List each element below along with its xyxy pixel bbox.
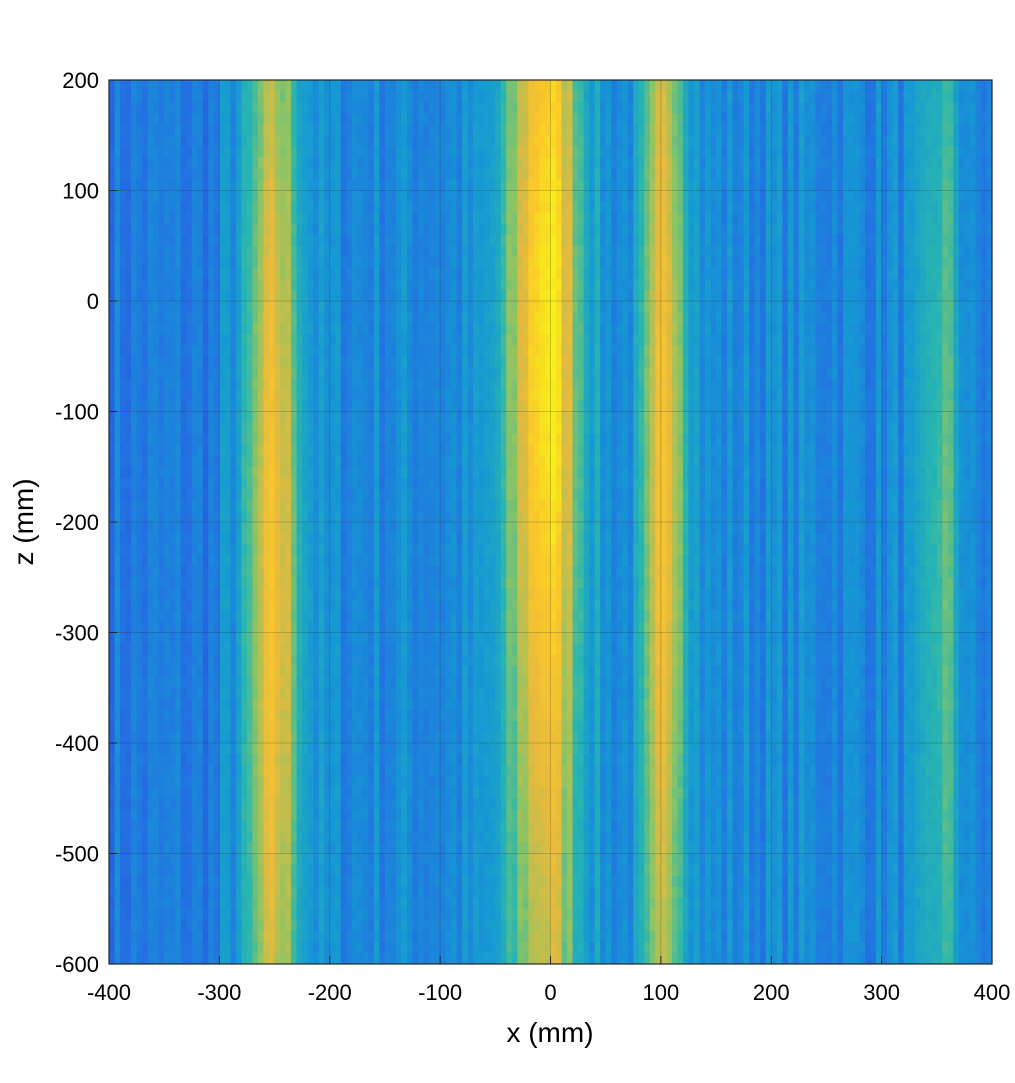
y-tick-label: 0 — [87, 289, 99, 314]
x-tick-label: 100 — [643, 980, 680, 1005]
x-tick-label: 200 — [753, 980, 790, 1005]
heatmap-cells — [109, 80, 992, 964]
x-tick-label: -300 — [197, 980, 241, 1005]
x-tick-label: -400 — [87, 980, 131, 1005]
y-tick-label: -400 — [55, 731, 99, 756]
y-tick-label: -300 — [55, 621, 99, 646]
x-tick-label: -100 — [418, 980, 462, 1005]
x-tick-label: 0 — [544, 980, 556, 1005]
x-tick-label: 300 — [863, 980, 900, 1005]
x-axis-ticks: -400 -300 -200 -100 0 100 200 300 400 — [87, 956, 1010, 1005]
x-tick-label: -200 — [308, 980, 352, 1005]
y-tick-label: 200 — [62, 68, 99, 93]
y-tick-label: -100 — [55, 400, 99, 425]
x-tick-label: 400 — [974, 980, 1011, 1005]
y-tick-label: 100 — [62, 179, 99, 204]
y-tick-label: -500 — [55, 842, 99, 867]
y-tick-label: -600 — [55, 952, 99, 977]
y-axis-label: z (mm) — [8, 478, 39, 565]
y-tick-label: -200 — [55, 510, 99, 535]
x-axis-label: x (mm) — [506, 1017, 593, 1048]
y-axis-ticks: -600 -500 -400 -300 -200 -100 0 100 200 — [55, 68, 117, 977]
